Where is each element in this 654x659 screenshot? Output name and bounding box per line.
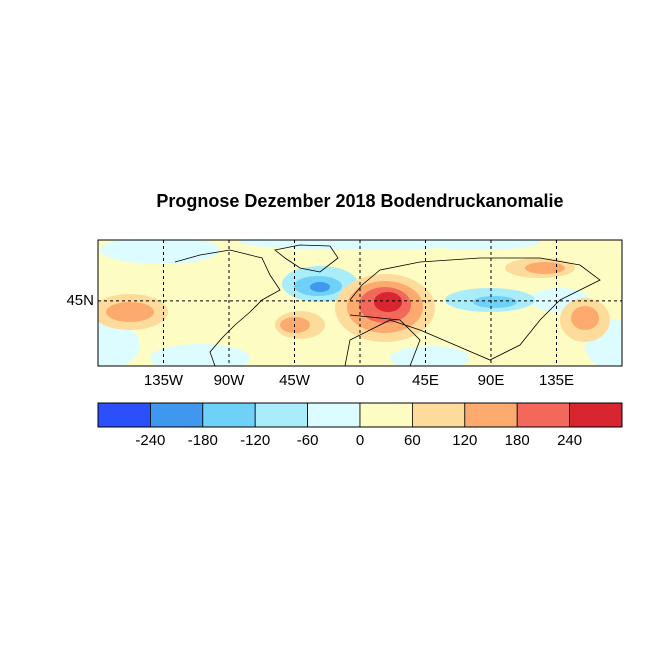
coast-africa (349, 314, 421, 366)
lon-tick-label: 90W (214, 372, 246, 389)
colorbar-box (411, 402, 466, 428)
anomaly-region (374, 292, 402, 312)
colorbar-label: 180 (505, 432, 530, 449)
lon-tick-label: 135W (144, 372, 184, 389)
colorbar-label: -180 (188, 432, 218, 449)
lat-tick-label: 45N (66, 292, 94, 309)
anomaly-region (98, 320, 140, 366)
lon-tick-label: 45E (412, 372, 439, 389)
colorbar-label: 0 (356, 432, 364, 449)
coast-greenland (274, 244, 339, 273)
anomaly-region (420, 240, 540, 250)
colorbar-label: -60 (297, 432, 319, 449)
colorbar-box (307, 402, 361, 428)
map-title: Prognose Dezember 2018 Bodendruckanomali… (156, 191, 563, 211)
anomaly-region (473, 296, 517, 308)
colorbar-label: 240 (557, 432, 582, 449)
anomaly-region (240, 240, 480, 250)
colorbar: -240 -180 -120 -60 0 60 120 180 240 (97, 402, 623, 449)
lon-tick-label: 135E (539, 372, 574, 389)
anomaly-region (150, 344, 250, 366)
colorbar-box (202, 402, 256, 428)
lon-tick-label: 45W (279, 372, 311, 389)
coastlines (174, 244, 601, 366)
coast-americas (174, 249, 281, 366)
anomaly-region (106, 302, 154, 322)
anomaly-region (571, 306, 599, 330)
colorbar-box (149, 402, 204, 428)
colorbar-box (464, 402, 518, 428)
anomaly-region (390, 346, 470, 366)
colorbar-box (254, 402, 308, 428)
colorbar-frame (97, 402, 623, 428)
colorbar-label: 60 (404, 432, 421, 449)
colorbar-box (516, 402, 571, 428)
colorbar-label: 120 (452, 432, 477, 449)
colorbar-label: -240 (135, 432, 165, 449)
colorbar-label: -120 (240, 432, 270, 449)
anomaly-region (310, 282, 330, 292)
colorbar-box (569, 402, 623, 428)
coast-eurasia (344, 257, 601, 366)
anomaly-region (525, 262, 565, 274)
lon-tick-label: 90E (478, 372, 505, 389)
colorbar-box (359, 402, 413, 428)
lon-tick-label: 0 (356, 372, 364, 389)
colorbar-box (97, 402, 151, 428)
